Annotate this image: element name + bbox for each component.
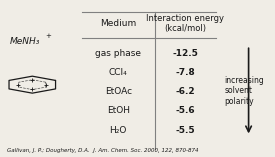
Text: Gallivan, J. P.; Dougherty, D.A.  J. Am. Chem. Soc. 2000, 122, 870-874: Gallivan, J. P.; Dougherty, D.A. J. Am. … [7,148,198,153]
Text: -12.5: -12.5 [172,49,198,58]
Text: +: + [46,33,52,39]
Text: -5.6: -5.6 [176,106,195,115]
Text: EtOAc: EtOAc [105,87,132,96]
Text: MeNH₃: MeNH₃ [9,37,40,46]
Text: increasing
solvent
polarity: increasing solvent polarity [224,76,264,106]
Text: gas phase: gas phase [95,49,141,58]
Text: -6.2: -6.2 [176,87,195,96]
Text: EtOH: EtOH [107,106,130,115]
Text: Interaction energy
(kcal/mol): Interaction energy (kcal/mol) [147,14,224,33]
Text: -5.5: -5.5 [176,126,195,135]
Text: CCl₄: CCl₄ [109,68,128,77]
Text: Medium: Medium [100,19,136,28]
Text: -7.8: -7.8 [175,68,195,77]
Text: H₂O: H₂O [109,126,127,135]
